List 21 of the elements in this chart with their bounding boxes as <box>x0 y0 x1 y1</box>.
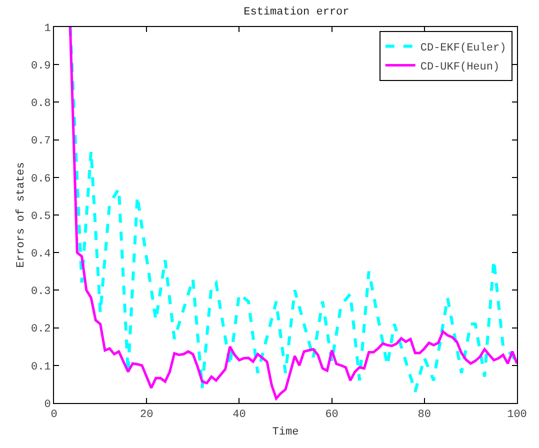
y-tick-label: 1 <box>44 22 52 35</box>
legend-label: CD-EKF(Euler) <box>420 42 506 55</box>
y-tick-label: 0.4 <box>30 248 52 260</box>
y-tick-label: 0.1 <box>30 361 52 374</box>
x-tick-label: 20 <box>140 409 154 422</box>
x-tick-label: 60 <box>325 409 338 422</box>
y-tick-label: 0 <box>44 398 51 411</box>
chart-title: Estimation error <box>244 6 350 18</box>
y-tick-label: 0.5 <box>30 210 51 223</box>
y-tick-label: 0.8 <box>30 98 51 110</box>
x-tick-label: 100 <box>507 409 527 422</box>
y-tick-label: 0.7 <box>30 136 51 148</box>
y-axis-title: Errors of states <box>16 162 28 268</box>
y-tick-label: 0.9 <box>30 60 51 72</box>
y-tick-label: 0.3 <box>30 286 51 298</box>
x-tick-label: 40 <box>232 409 246 422</box>
legend-label: CD-UKF(Heun) <box>420 62 500 74</box>
y-tick-label: 0.6 <box>30 173 51 186</box>
x-axis-title: Time <box>272 426 299 438</box>
y-tick-label: 0.2 <box>30 324 51 336</box>
x-tick-label: 80 <box>418 409 431 422</box>
